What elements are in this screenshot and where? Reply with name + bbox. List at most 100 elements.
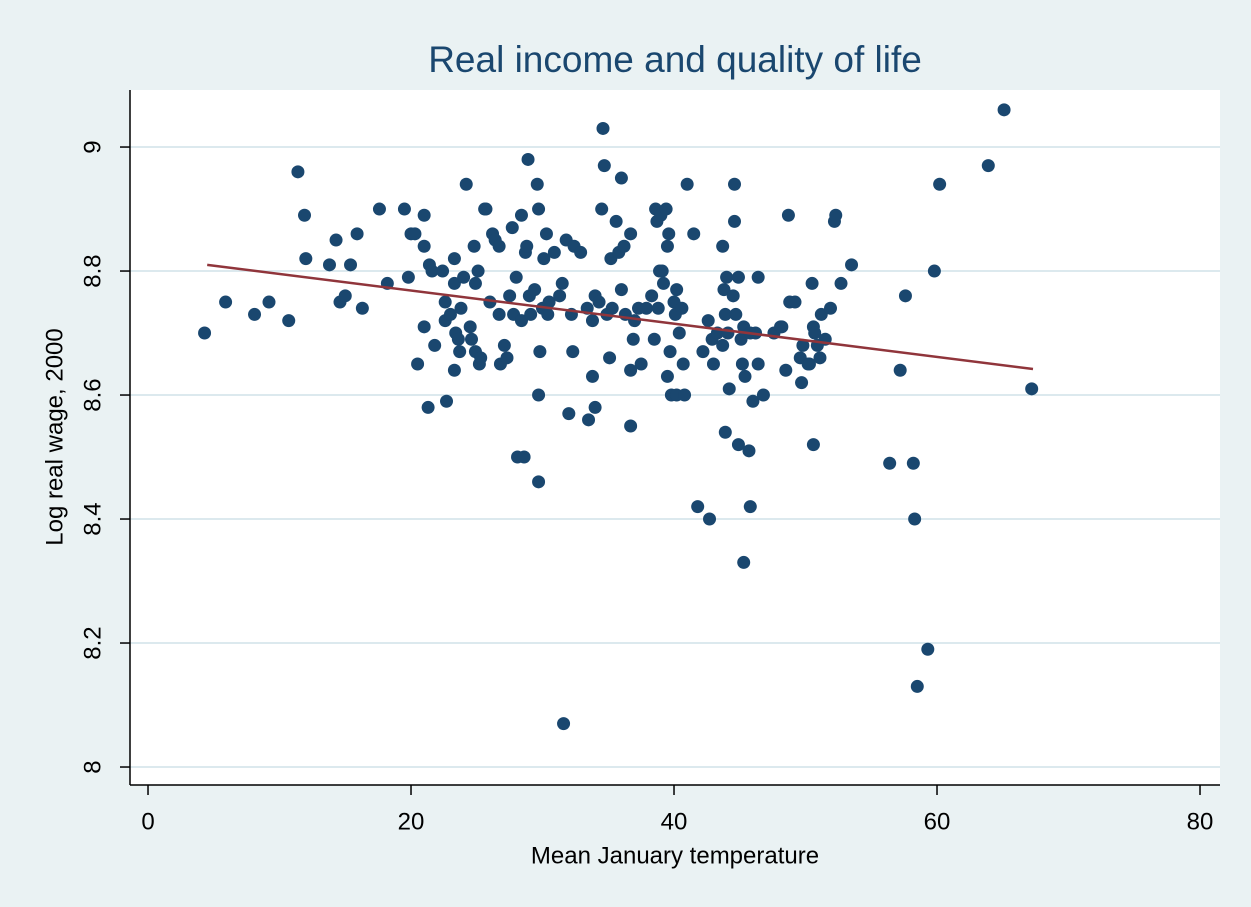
point: [541, 307, 555, 321]
point: [716, 338, 730, 352]
point: [670, 283, 684, 297]
point: [718, 307, 732, 321]
point: [474, 351, 488, 365]
point: [662, 227, 676, 241]
y-axis-label: Log real wage, 2000: [41, 328, 68, 546]
point: [883, 456, 897, 470]
point: [805, 276, 819, 290]
point: [532, 202, 546, 216]
point: [443, 307, 457, 321]
x-axis-label: Mean January temperature: [531, 842, 819, 869]
point: [248, 307, 262, 321]
point: [609, 214, 623, 228]
point: [634, 357, 648, 371]
point: [720, 270, 734, 284]
point: [742, 444, 756, 458]
point: [503, 289, 517, 303]
point: [595, 202, 609, 216]
point: [447, 363, 461, 377]
point: [829, 208, 843, 222]
y-tick-label: 8.6: [79, 378, 106, 411]
point: [701, 314, 715, 328]
y-tick-label: 8.8: [79, 254, 106, 287]
point: [910, 679, 924, 693]
point: [676, 357, 690, 371]
point: [440, 394, 454, 408]
point: [672, 326, 686, 340]
point: [411, 357, 425, 371]
point: [282, 314, 296, 328]
point: [417, 239, 431, 253]
point: [547, 245, 561, 259]
point: [479, 202, 493, 216]
point: [743, 500, 757, 514]
point: [459, 177, 473, 191]
point: [687, 227, 701, 241]
point: [603, 351, 617, 365]
point: [291, 165, 305, 179]
point: [628, 314, 642, 328]
point: [329, 233, 343, 247]
point: [775, 320, 789, 334]
point: [528, 283, 542, 297]
point: [454, 301, 468, 315]
x-tick-label: 0: [141, 808, 154, 835]
point: [997, 103, 1011, 117]
point: [447, 252, 461, 266]
point: [721, 326, 735, 340]
point: [655, 264, 669, 278]
y-tick-label: 8.2: [79, 626, 106, 659]
point: [436, 264, 450, 278]
y-tick-label: 8: [79, 760, 106, 773]
point: [808, 326, 822, 340]
point: [468, 276, 482, 290]
point: [706, 357, 720, 371]
point: [539, 227, 553, 241]
x-tick-label: 60: [924, 808, 951, 835]
point: [921, 642, 935, 656]
point: [728, 214, 742, 228]
point: [514, 208, 528, 222]
point: [338, 289, 352, 303]
point: [737, 555, 751, 569]
point: [663, 345, 677, 359]
point: [834, 276, 848, 290]
fit-line: [207, 263, 1034, 371]
point: [401, 270, 415, 284]
point: [722, 382, 736, 396]
point: [417, 320, 431, 334]
point: [605, 301, 619, 315]
point: [779, 363, 793, 377]
point: [500, 351, 514, 365]
point: [537, 252, 551, 266]
point: [509, 270, 523, 284]
point: [626, 332, 640, 346]
point: [703, 512, 717, 526]
point: [566, 345, 580, 359]
point: [927, 264, 941, 278]
point: [520, 239, 534, 253]
point: [660, 239, 674, 253]
point: [696, 345, 710, 359]
point: [729, 307, 743, 321]
point: [350, 227, 364, 241]
point: [408, 227, 422, 241]
point: [731, 270, 745, 284]
point: [718, 425, 732, 439]
point: [463, 320, 477, 334]
point: [425, 264, 439, 278]
point: [492, 307, 506, 321]
point: [588, 400, 602, 414]
point: [562, 407, 576, 421]
point: [417, 208, 431, 222]
point: [1025, 382, 1039, 396]
point: [660, 369, 674, 383]
point: [624, 227, 638, 241]
point: [738, 369, 752, 383]
point: [735, 357, 749, 371]
point: [532, 475, 546, 489]
point: [614, 283, 628, 297]
point: [521, 152, 535, 166]
point: [691, 500, 705, 514]
point: [781, 208, 795, 222]
